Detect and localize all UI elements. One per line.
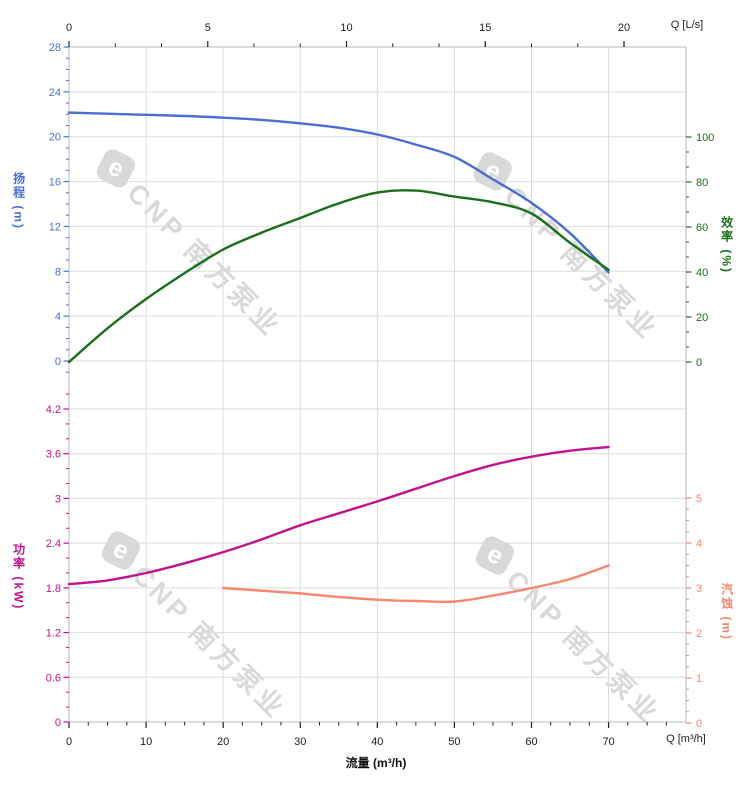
svg-text:0: 0 [696,718,702,730]
svg-text:40: 40 [371,736,383,748]
svg-text:24: 24 [49,87,61,99]
svg-text:2: 2 [696,628,702,640]
svg-text:40: 40 [696,267,708,279]
head-axis-title: 扬程 (m) [11,172,26,230]
efficiency-y-axis: 0 20 40 60 80 100 [686,132,714,369]
bottom-x-axis: 0 10 20 30 40 50 60 70 [66,722,667,748]
svg-text:4: 4 [55,311,61,323]
svg-text:0: 0 [55,356,61,368]
svg-text:12: 12 [49,221,61,233]
svg-text:50: 50 [448,736,460,748]
flow-axis-title: 流量 (m³/h) [345,756,407,770]
svg-text:60: 60 [525,736,537,748]
efficiency-curve [67,189,610,364]
svg-text:100: 100 [696,132,714,144]
svg-text:20: 20 [618,22,630,34]
gridlines [69,47,686,722]
svg-text:4.2: 4.2 [46,404,61,416]
svg-text:10: 10 [340,22,352,34]
svg-text:30: 30 [294,736,306,748]
svg-text:0: 0 [55,717,61,729]
svg-text:1.8: 1.8 [46,583,61,595]
svg-text:10: 10 [140,736,152,748]
svg-text:0: 0 [66,736,72,748]
svg-text:0: 0 [696,357,702,369]
svg-text:15: 15 [479,22,491,34]
svg-text:0: 0 [66,22,72,34]
svg-text:70: 70 [602,736,614,748]
npsh-y-axis: 0 1 2 3 4 5 [686,493,702,730]
power-curve [67,445,610,586]
svg-text:5: 5 [696,493,702,505]
svg-text:1: 1 [696,673,702,685]
svg-text:60: 60 [696,222,708,234]
svg-text:3: 3 [696,583,702,595]
svg-text:20: 20 [696,312,708,324]
head-y-axis: 0 4 8 12 16 20 24 28 [49,42,69,373]
svg-text:3: 3 [55,493,61,505]
svg-text:5: 5 [205,22,211,34]
npsh-curve [222,564,610,604]
svg-text:0.6: 0.6 [46,672,61,684]
efficiency-axis-title: 效率 (%) [719,216,734,274]
svg-text:2.4: 2.4 [46,538,61,550]
svg-text:28: 28 [49,42,61,54]
svg-text:16: 16 [49,177,61,189]
svg-text:80: 80 [696,177,708,189]
svg-text:20: 20 [217,736,229,748]
svg-text:8: 8 [55,266,61,278]
top-x-axis: 0 5 10 15 20 [66,22,630,47]
npsh-axis-title: 汽蚀 (m) [719,583,734,641]
svg-text:3.6: 3.6 [46,449,61,461]
top-axis-unit-label: Q [L/s] [670,19,704,31]
svg-text:4: 4 [696,538,702,550]
svg-text:20: 20 [49,132,61,144]
svg-text:1.2: 1.2 [46,628,61,640]
power-y-axis: 0 0.6 1.2 1.8 2.4 3 3.6 4.2 [46,393,69,729]
power-axis-title: 功率 (kW) [11,543,26,611]
bottom-axis-unit-label: Q [m³/h] [666,733,706,745]
head-curve [67,111,610,274]
